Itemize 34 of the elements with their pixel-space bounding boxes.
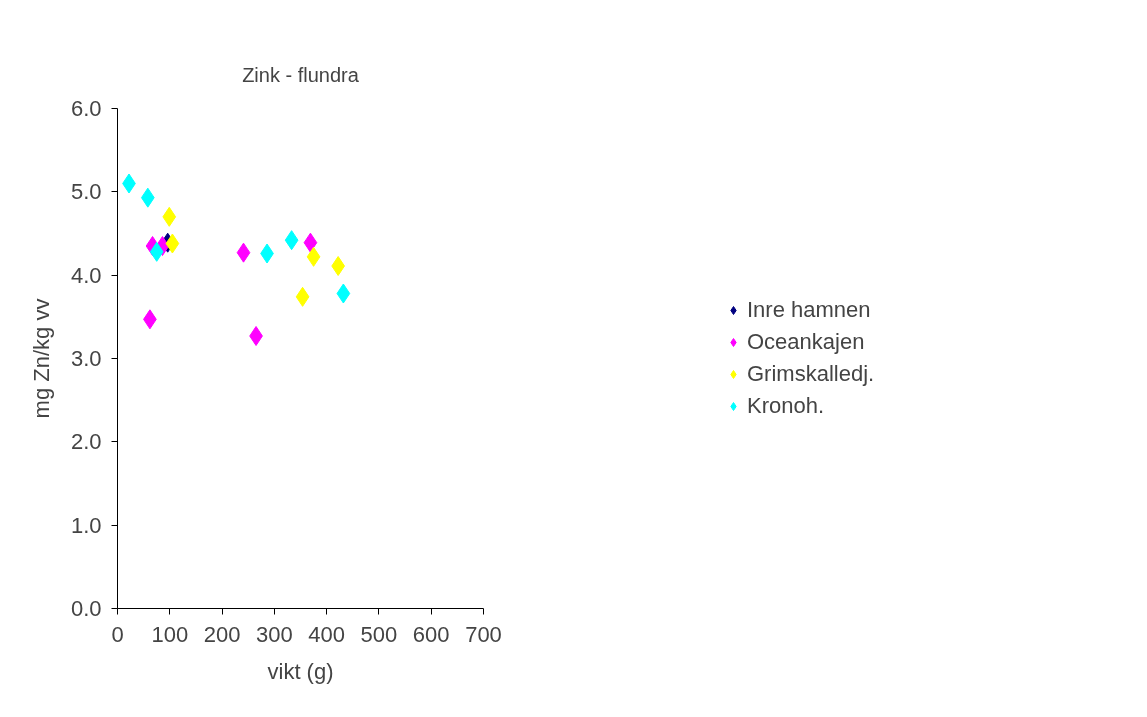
x-tick-label: 300 (256, 621, 293, 647)
x-tick-label: 0 (111, 621, 124, 647)
legend-label: Oceankajen (747, 329, 866, 355)
y-axis-title: mg Zn/kg vv (28, 298, 54, 419)
x-tick-label: 500 (360, 621, 398, 647)
y-tick-label: 0.0 (70, 596, 102, 621)
y-tick-label: 2.0 (70, 429, 102, 455)
x-tick-label: 400 (308, 621, 346, 647)
y-tick-label: 6.0 (70, 96, 102, 121)
x-tick-label: 100 (151, 621, 189, 647)
point (295, 286, 310, 307)
legend-label: Grimskalledj. (747, 361, 876, 387)
point (331, 256, 345, 276)
point (165, 233, 180, 254)
point (284, 230, 299, 251)
y-tick-label: 4.0 (70, 262, 102, 288)
point (140, 187, 155, 208)
legend-label: Kronoh. (747, 393, 826, 419)
y-tick-label: 5.0 (70, 179, 102, 205)
point (249, 326, 263, 346)
x-tick-label: 200 (203, 621, 241, 647)
legend-label: Inre hamnen (747, 297, 872, 323)
x-tick-label: 600 (412, 621, 450, 647)
y-tick-label: 1.0 (70, 512, 102, 538)
point (162, 206, 177, 227)
point (336, 283, 351, 304)
point (303, 232, 318, 253)
point (149, 241, 164, 262)
point (236, 242, 251, 263)
x-tick-label: 700 (465, 621, 502, 647)
x-axis-title: vikt (g) (267, 658, 334, 684)
y-tick-label: 3.0 (70, 346, 102, 371)
chart-title: Zink - flundra (242, 64, 360, 86)
point (306, 246, 321, 267)
